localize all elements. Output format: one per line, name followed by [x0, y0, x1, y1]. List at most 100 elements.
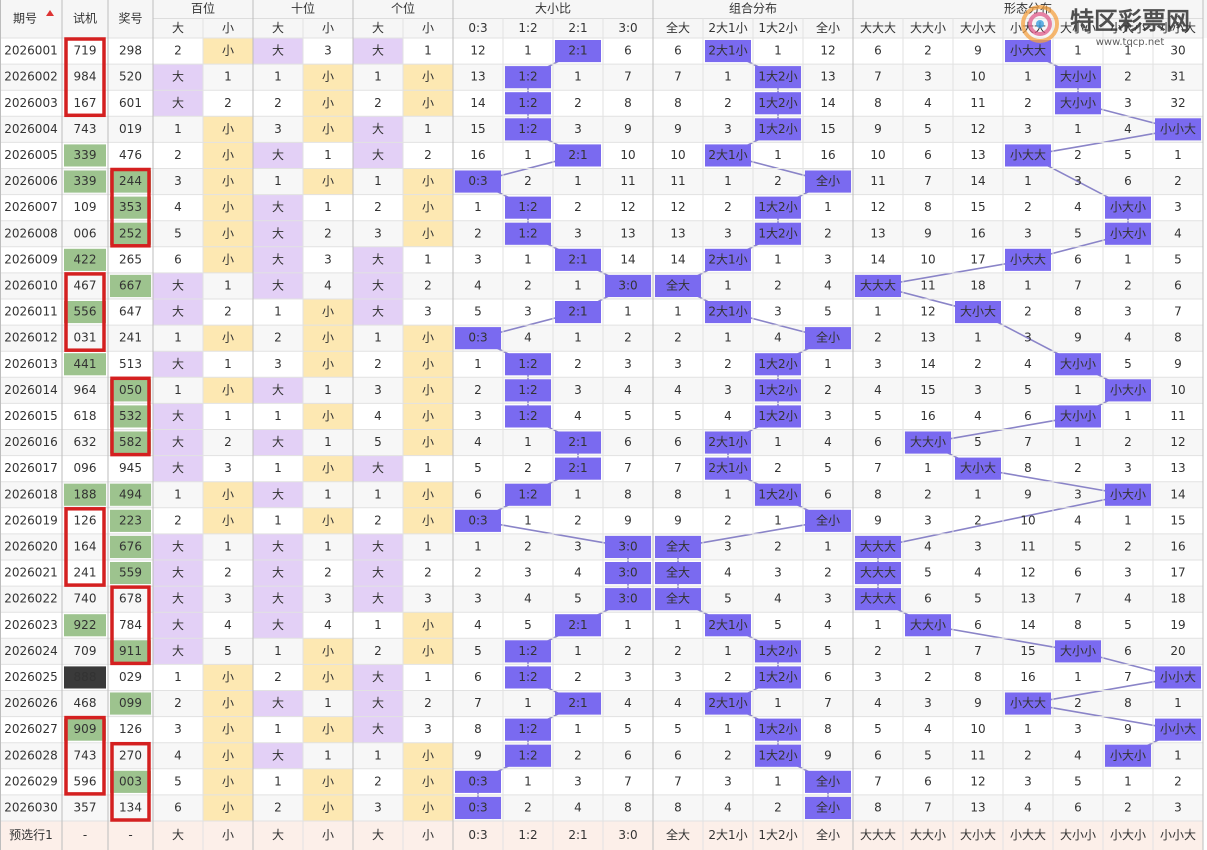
- cell-text: 019: [119, 122, 142, 136]
- cell-text: 784: [119, 618, 142, 632]
- header-column: 0:3: [468, 21, 487, 35]
- hit-box: [605, 562, 651, 585]
- cell-bg: [853, 142, 903, 169]
- cell-bg: [653, 64, 703, 91]
- cell-bg: [453, 716, 503, 743]
- cell-text: 3: [524, 305, 532, 319]
- cell-text: 7: [824, 696, 832, 710]
- cell-text: 2: [524, 461, 532, 475]
- issue-number: 2026001: [4, 44, 57, 58]
- cell-text: 740: [74, 592, 97, 606]
- cell-text: 6: [1074, 566, 1082, 580]
- cell-bg: [503, 586, 553, 613]
- cell-text: 1: [574, 722, 582, 736]
- cell-text: 2大1小: [708, 305, 747, 319]
- cell-bg: [0, 90, 62, 117]
- cell-text: 6: [474, 487, 482, 501]
- cell-text: 10: [1170, 383, 1185, 397]
- hit-box: [755, 196, 801, 219]
- cell-bg: [553, 64, 603, 91]
- footer-cell: 1:2: [518, 828, 537, 842]
- cell-bg: [503, 38, 553, 65]
- cell-text: 1: [524, 774, 532, 788]
- cell-bg: [253, 272, 303, 299]
- hit-box: [505, 718, 551, 741]
- cell-text: 1: [174, 122, 182, 136]
- hit-box: [555, 457, 601, 480]
- header-group: 期号: [13, 12, 37, 26]
- cell-bg: [603, 403, 653, 430]
- cell-bg: [1103, 690, 1153, 717]
- cell-bg: [1103, 429, 1153, 456]
- cell-text: 2:1: [568, 148, 587, 162]
- cell-text: 大: [272, 44, 284, 58]
- cell-text: 2: [474, 566, 482, 580]
- cell-bg: [903, 38, 953, 65]
- cell-text: 1: [274, 174, 282, 188]
- cell-bg: [1053, 716, 1103, 743]
- cell-text: 7: [874, 70, 882, 84]
- cell-bg: [503, 768, 553, 795]
- cell-text: 1: [774, 435, 782, 449]
- cell-text: 3: [724, 226, 732, 240]
- cell-text: 1: [774, 44, 782, 58]
- cell-text: 2: [624, 644, 632, 658]
- cell-text: 2: [824, 566, 832, 580]
- cell-bg: [253, 586, 303, 613]
- cell-bg: [108, 716, 153, 743]
- hit-box: [64, 666, 106, 689]
- cell-text: 532: [119, 409, 142, 423]
- hit-box: [455, 796, 501, 819]
- cell-text: 339: [74, 174, 97, 188]
- header-group: 百位: [191, 1, 215, 16]
- cell-bg: [803, 142, 853, 169]
- cell-text: 3: [624, 357, 632, 371]
- cell-text: 大大大: [860, 278, 896, 292]
- cell-text: 031: [74, 331, 97, 345]
- cell-bg: [553, 325, 603, 352]
- sort-icon[interactable]: [46, 10, 54, 16]
- cell-bg: [703, 325, 753, 352]
- cell-bg: [1003, 586, 1053, 613]
- cell-bg: [803, 560, 853, 587]
- cell-text: 小: [322, 70, 334, 84]
- cell-bg: [253, 377, 303, 404]
- cell-text: 2: [1024, 200, 1032, 214]
- cell-bg: [303, 168, 353, 195]
- cell-text: 596: [74, 774, 97, 788]
- cell-text: 1: [224, 409, 232, 423]
- cell-bg: [853, 194, 903, 221]
- cell-bg: [853, 351, 903, 378]
- cell-text: 2: [224, 566, 232, 580]
- highlight-frame: [64, 272, 106, 352]
- cell-text: 441: [74, 357, 97, 371]
- cell-text: 11: [670, 174, 685, 188]
- hit-box: [755, 379, 801, 402]
- cell-text: 618: [74, 409, 97, 423]
- cell-text: 小: [222, 122, 234, 136]
- cell-text: 5: [724, 592, 732, 606]
- cell-bg: [603, 142, 653, 169]
- cell-text: 1大2小: [758, 357, 797, 371]
- footer-cell: 大: [172, 828, 184, 842]
- cell-text: 8: [924, 200, 932, 214]
- hit-box: [555, 614, 601, 637]
- cell-text: 2: [724, 670, 732, 684]
- cell-bg: [853, 116, 903, 143]
- cell-text: 10: [920, 252, 935, 266]
- cell-bg: [403, 638, 453, 665]
- cell-text: 1: [324, 383, 332, 397]
- cell-bg: [953, 794, 1003, 821]
- cell-bg: [803, 664, 853, 691]
- cell-text: 888: [74, 670, 97, 684]
- cell-text: 13: [970, 800, 985, 814]
- cell-text: 8: [674, 800, 682, 814]
- cell-bg: [353, 481, 403, 508]
- cell-bg: [203, 716, 253, 743]
- cell-bg: [1103, 168, 1153, 195]
- cell-text: 小: [222, 331, 234, 345]
- issue-number: 2026007: [4, 200, 57, 214]
- cell-text: 1: [374, 331, 382, 345]
- logo-dot: [1036, 20, 1044, 28]
- cell-bg: [403, 220, 453, 247]
